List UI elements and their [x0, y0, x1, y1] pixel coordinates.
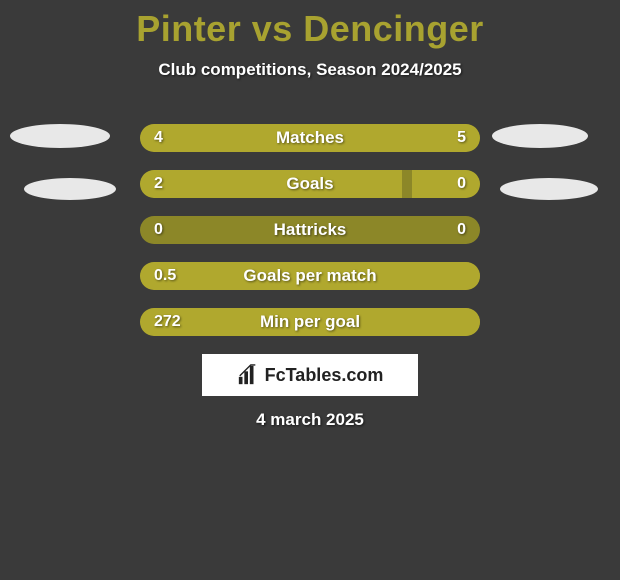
stat-row: 20Goals — [140, 170, 480, 198]
date-text: 4 march 2025 — [0, 410, 620, 430]
infographic-canvas: Pinter vs Dencinger Club competitions, S… — [0, 0, 620, 580]
logo-text: FcTables.com — [265, 365, 384, 386]
stat-value-left: 0 — [154, 216, 163, 244]
player-right-photo-1 — [492, 124, 588, 148]
stat-label: Hattricks — [140, 216, 480, 244]
bars-icon — [237, 364, 259, 386]
stat-rows: 45Matches 20Goals 0 0Hattricks 0.5Goals per … — [140, 124, 480, 354]
page-title: Pinter vs Dencinger — [0, 0, 620, 50]
player-right-photo-2 — [500, 178, 598, 200]
page-subtitle: Club competitions, Season 2024/2025 — [0, 60, 620, 80]
player-left-photo-1 — [10, 124, 110, 148]
bar-fill-right — [283, 124, 480, 152]
bar-fill-left — [140, 308, 480, 336]
fctables-logo: FcTables.com — [202, 354, 418, 396]
stat-value-right: 0 — [457, 216, 466, 244]
stat-row: 45Matches — [140, 124, 480, 152]
stat-row: 0 0Hattricks — [140, 216, 480, 244]
bar-fill-left — [140, 124, 283, 152]
bar-fill-left — [140, 262, 480, 290]
player-left-photo-2 — [24, 178, 116, 200]
stat-row: 0.5Goals per match — [140, 262, 480, 290]
bar-fill-right — [412, 170, 480, 198]
stat-row: 272Min per goal — [140, 308, 480, 336]
bar-fill-left — [140, 170, 402, 198]
